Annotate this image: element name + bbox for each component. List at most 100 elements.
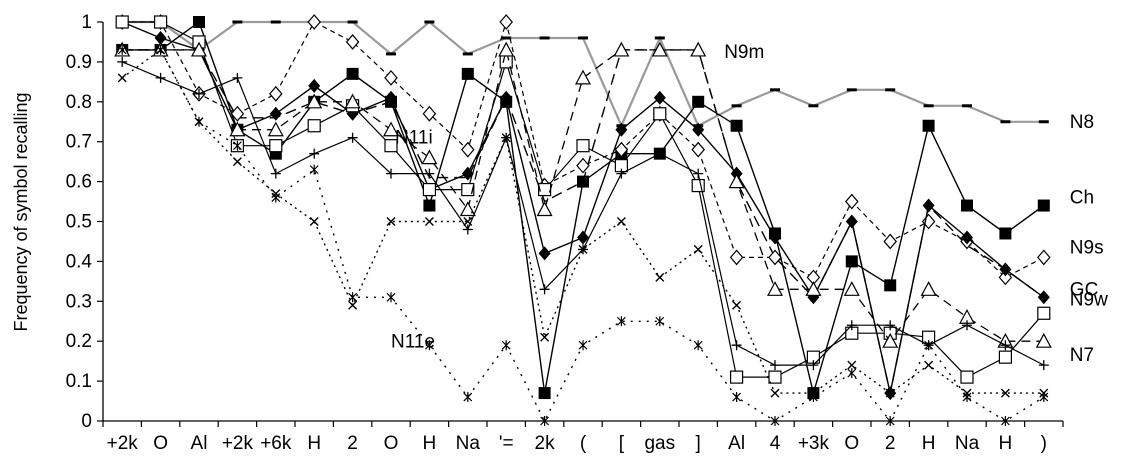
data-point bbox=[115, 15, 129, 29]
data-point bbox=[423, 199, 436, 212]
data-point bbox=[885, 416, 895, 426]
data-point bbox=[845, 214, 858, 229]
data-point bbox=[576, 139, 590, 153]
data-point bbox=[154, 30, 167, 45]
data-point bbox=[999, 227, 1012, 240]
y-tick-label: 0.7 bbox=[66, 132, 92, 153]
data-point bbox=[693, 340, 703, 351]
data-point bbox=[770, 388, 780, 398]
data-point bbox=[386, 292, 396, 303]
data-point bbox=[385, 90, 397, 105]
series-label-n11i: N11i bbox=[395, 128, 433, 149]
series-label-n9m: N9m bbox=[724, 42, 764, 63]
x-tick-label: +3k bbox=[798, 433, 830, 454]
data-point bbox=[384, 139, 398, 153]
data-point bbox=[576, 157, 590, 174]
data-point bbox=[884, 279, 897, 292]
data-point bbox=[538, 387, 551, 400]
y-tick-label: 1 bbox=[81, 12, 92, 33]
series-line bbox=[122, 49, 1044, 343]
data-point bbox=[424, 168, 435, 179]
data-point bbox=[653, 90, 666, 105]
data-point bbox=[309, 164, 319, 175]
data-point bbox=[577, 230, 589, 245]
x-tick-label: 2 bbox=[347, 433, 358, 454]
data-point bbox=[845, 193, 859, 210]
data-point bbox=[347, 132, 358, 143]
y-axis-title: Frequency of symbol recalling bbox=[11, 92, 31, 331]
data-point bbox=[654, 148, 665, 159]
data-point bbox=[961, 199, 973, 212]
data-point bbox=[232, 140, 242, 151]
data-point bbox=[1000, 388, 1010, 398]
data-point bbox=[538, 246, 551, 261]
series-layer bbox=[114, 14, 1052, 426]
data-point bbox=[845, 255, 858, 268]
data-point bbox=[615, 122, 628, 137]
data-point bbox=[731, 340, 742, 351]
x-tick-label: '= bbox=[499, 433, 514, 454]
series-label-n11e: N11e bbox=[391, 331, 435, 352]
x-tick-label: +2k bbox=[222, 433, 254, 454]
data-point bbox=[808, 392, 818, 403]
data-point bbox=[422, 105, 437, 122]
x-tick-label: O bbox=[844, 433, 859, 454]
data-point bbox=[768, 370, 782, 384]
data-point bbox=[345, 34, 360, 50]
data-point bbox=[924, 360, 934, 370]
data-point bbox=[690, 41, 707, 57]
data-point bbox=[498, 41, 515, 57]
data-point bbox=[766, 281, 784, 296]
x-tick-label: H bbox=[307, 433, 321, 454]
x-tick-label: ) bbox=[1041, 433, 1047, 454]
data-point bbox=[229, 121, 246, 137]
data-point bbox=[307, 119, 321, 133]
y-tick-label: 0.8 bbox=[66, 92, 92, 113]
data-point bbox=[1035, 332, 1052, 348]
x-tick-label: H bbox=[922, 433, 936, 454]
data-point bbox=[574, 69, 592, 85]
data-point bbox=[156, 44, 166, 55]
data-point bbox=[308, 78, 321, 93]
data-point bbox=[499, 55, 513, 69]
series-n7 bbox=[117, 56, 1049, 371]
series-label-n9s: N9s bbox=[1070, 237, 1104, 258]
data-point bbox=[578, 340, 588, 351]
data-point bbox=[269, 106, 282, 121]
data-point bbox=[269, 139, 283, 153]
data-point bbox=[386, 168, 396, 179]
data-point bbox=[1038, 360, 1049, 371]
data-point bbox=[808, 360, 819, 371]
data-point bbox=[190, 41, 208, 57]
data-point bbox=[729, 249, 744, 266]
data-point bbox=[1000, 340, 1011, 351]
data-point bbox=[883, 233, 897, 250]
series-unlabeled bbox=[114, 41, 1052, 348]
data-point bbox=[422, 182, 436, 197]
data-point bbox=[309, 217, 319, 226]
data-point bbox=[536, 201, 553, 217]
y-tick-label: 0.6 bbox=[66, 172, 92, 193]
data-point bbox=[540, 416, 550, 426]
data-point bbox=[693, 168, 704, 179]
y-tick-label: 0.1 bbox=[66, 371, 92, 392]
x-tick-label: Na bbox=[955, 433, 980, 454]
data-point bbox=[770, 416, 780, 426]
data-point bbox=[193, 16, 205, 28]
data-point bbox=[382, 121, 400, 137]
data-point bbox=[613, 41, 630, 57]
data-point bbox=[960, 370, 974, 384]
data-point bbox=[768, 249, 782, 266]
data-point bbox=[616, 168, 627, 179]
x-tick-label: ] bbox=[696, 433, 701, 454]
data-point bbox=[232, 72, 243, 83]
data-point bbox=[962, 392, 972, 403]
data-point bbox=[805, 281, 822, 296]
data-point bbox=[922, 119, 935, 132]
data-point bbox=[424, 340, 434, 351]
data-point bbox=[540, 332, 550, 342]
data-point bbox=[269, 85, 283, 102]
x-tick-label: O bbox=[153, 433, 168, 454]
data-point bbox=[692, 122, 705, 137]
